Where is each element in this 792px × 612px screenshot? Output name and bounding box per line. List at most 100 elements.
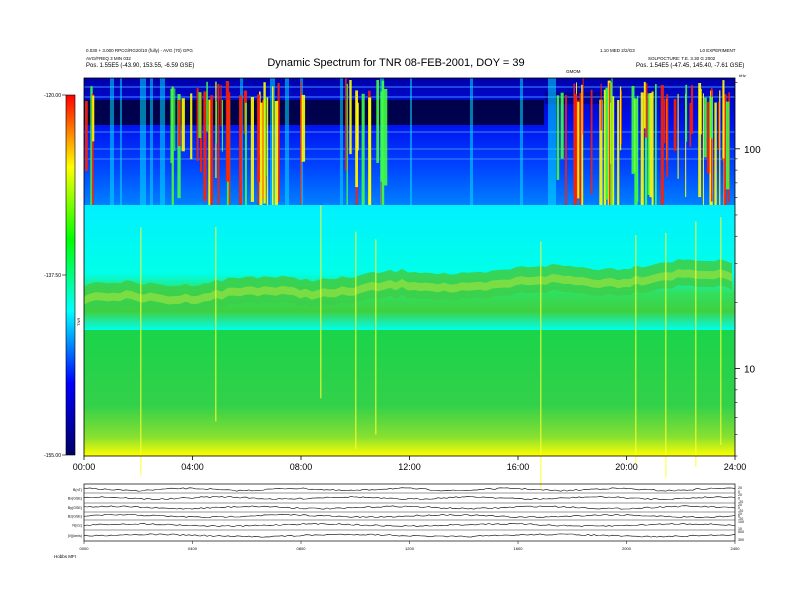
burst-streak: [565, 95, 567, 205]
burst-streak: [579, 92, 582, 205]
panel-tick-label: 0: [738, 515, 740, 519]
panel-x-tick-label: 0400: [188, 546, 198, 551]
burst-streak: [582, 78, 584, 135]
y-tick-label: 10: [744, 365, 756, 376]
burst-streak: [603, 89, 607, 205]
spike: [540, 241, 542, 489]
burst-streak: [620, 90, 622, 145]
spike: [320, 205, 322, 399]
burst-streak: [691, 85, 694, 134]
burst-streak: [722, 80, 725, 159]
x-tick-label: 16:00: [507, 462, 530, 472]
burst-streak: [617, 100, 620, 205]
spike: [140, 227, 142, 476]
panel-x-tick-label: 1200: [405, 546, 415, 551]
spike: [215, 227, 217, 422]
burst-streak: [349, 80, 352, 155]
burst-streak: [376, 80, 380, 163]
burst-streak: [92, 95, 95, 142]
burst-streak: [702, 93, 704, 205]
burst-streak: [274, 100, 279, 205]
burst-streak: [300, 93, 302, 205]
x-tick-label: 12:00: [398, 462, 421, 472]
burst-streak: [210, 95, 213, 205]
burst-streak: [651, 91, 654, 205]
burst-streak: [263, 82, 266, 204]
burst-streak: [677, 93, 679, 179]
burst-streak: [619, 86, 622, 151]
burst-streak: [644, 83, 648, 138]
burst-streak: [560, 92, 564, 159]
burst-streak: [719, 90, 721, 205]
burst-streak: [663, 98, 666, 144]
burst-streak: [647, 93, 650, 195]
spectrogram-x-ticks: 00:00 04:00 08:00 12:00 16:00 20:00 24:00: [73, 456, 747, 472]
streak: [470, 78, 473, 205]
streak: [285, 78, 289, 205]
x-tick-label: 08:00: [290, 462, 313, 472]
burst-streak: [171, 86, 174, 205]
panel-label: Bx(GSE): [68, 497, 82, 501]
burst-streak: [608, 82, 611, 205]
header-right-line2: L0 EXPERIMENT: [700, 48, 736, 53]
burst-streak: [250, 97, 254, 202]
header-left-position: Pos. 1.55E5 (-43.90, 153.55, -6.59 GSE): [86, 63, 195, 69]
panel-tick-label: -20: [738, 509, 743, 513]
burst-streak: [725, 101, 730, 190]
streak: [548, 78, 556, 205]
burst-streak: [361, 93, 365, 205]
striation: [84, 158, 735, 160]
panel-tick-label: 20: [738, 512, 742, 516]
burst-streak: [244, 102, 247, 205]
burst-streak: [666, 94, 669, 178]
x-tick-label: 04:00: [181, 462, 204, 472]
striation: [84, 131, 735, 133]
panel-label: Bz(GSE): [68, 515, 82, 519]
y-tick-label: 100: [744, 145, 761, 156]
panel-trace: [83, 495, 736, 501]
burst-streak: [181, 98, 185, 152]
burst-streak: [610, 82, 613, 205]
spectrogram-y-ticks: 10 100: [735, 82, 761, 457]
burst-streak: [265, 96, 267, 177]
spike: [695, 221, 697, 467]
panel-tick-label: 10: [738, 527, 742, 531]
spike: [635, 235, 637, 464]
x-tick-label: 00:00: [73, 462, 96, 472]
panel-trace: [83, 522, 736, 528]
burst-streak: [698, 88, 702, 135]
burst-streak: [196, 88, 199, 162]
burst-streak: [381, 80, 385, 205]
solar-wind-panels: B(nT) 200Bx(GSE)200-20By(GSE)200-20Bz(GSE…: [68, 483, 744, 551]
burst-streak: [685, 93, 687, 197]
burst-streak: [215, 101, 217, 144]
burst-streak: [599, 99, 603, 205]
burst-streak: [220, 84, 222, 127]
burst-streak: [649, 93, 652, 198]
colorbar-tick-label: -155.00: [44, 453, 61, 459]
burst-streak: [355, 90, 358, 188]
panel-x-tick-label: 1600: [514, 546, 524, 551]
burst-streak: [277, 83, 280, 202]
streak: [300, 78, 303, 205]
burst-streak: [90, 86, 93, 205]
panel-x-tick-label: 2000: [622, 546, 632, 551]
panel-trace: [83, 505, 736, 510]
striation: [84, 96, 735, 98]
burst-streak: [689, 102, 692, 147]
burst-streak: [228, 92, 231, 205]
panel-tick-label: 500: [738, 530, 744, 534]
burst-streak: [206, 81, 208, 132]
panel-x-tick-label: 2400: [731, 546, 741, 551]
burst-streak: [208, 99, 211, 205]
burst-streak: [369, 98, 371, 205]
panel-tick-label: 0: [738, 490, 740, 494]
panel-trace: [83, 533, 736, 538]
streak: [120, 78, 122, 205]
streak: [110, 78, 114, 205]
panel-label: B(nT): [73, 488, 82, 492]
burst-streak: [301, 94, 306, 162]
x-tick-label: 24:00: [724, 462, 747, 472]
burst-streak: [704, 97, 707, 158]
burst-streak: [346, 83, 348, 205]
